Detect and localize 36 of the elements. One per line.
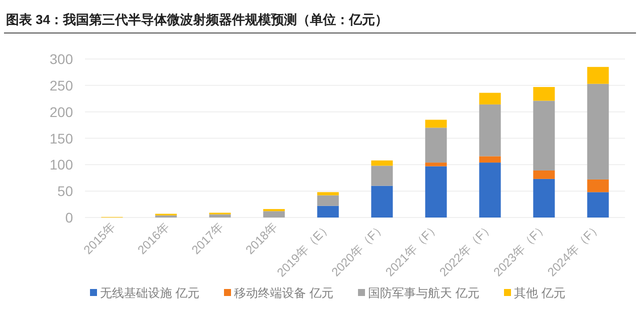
bar [479, 162, 501, 218]
y-tick-label: 50 [57, 183, 74, 200]
legend-label: 移动终端设备 亿元 [234, 286, 334, 300]
bar [425, 162, 447, 166]
bar [587, 66, 609, 84]
bar [587, 179, 609, 192]
bar [479, 104, 501, 156]
y-tick-label: 200 [50, 104, 74, 120]
y-tick-label: 100 [50, 156, 74, 173]
legend-label: 其他 亿元 [514, 286, 566, 300]
bar [533, 170, 555, 179]
bar [209, 214, 231, 218]
bar [587, 84, 609, 180]
y-tick-label: 250 [50, 77, 74, 94]
bar [533, 87, 555, 101]
bar [533, 100, 555, 170]
bar [263, 211, 285, 218]
bar [371, 186, 393, 218]
bar [425, 128, 447, 163]
bar [425, 166, 447, 218]
chart-title: 图表 34：我国第三代半导体微波射频器件规模预测（单位：亿元） [6, 12, 388, 27]
bar [317, 206, 339, 218]
bar [317, 192, 339, 196]
bar [533, 178, 555, 218]
bar [371, 160, 393, 166]
bar [317, 195, 339, 206]
bar [425, 120, 447, 128]
y-tick-label: 300 [50, 51, 74, 67]
bar [479, 156, 501, 163]
bar [587, 192, 609, 218]
legend-label: 国防军事与航天 亿元 [368, 286, 480, 300]
legend-label: 无线基础设施 亿元 [100, 286, 200, 300]
y-tick-label: 150 [50, 130, 74, 146]
bar [371, 166, 393, 186]
y-tick-label: 0 [65, 210, 74, 226]
bar [479, 92, 501, 104]
